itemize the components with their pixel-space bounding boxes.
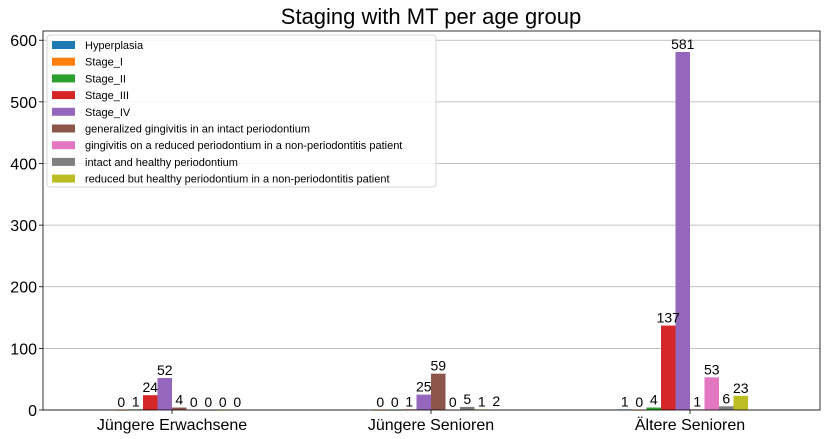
legend-label: Stage_III <box>85 90 129 102</box>
y-tick-label: 200 <box>10 280 37 297</box>
bar <box>646 407 661 410</box>
bar-label: 23 <box>733 380 749 396</box>
legend-label: Stage_II <box>85 73 126 85</box>
legend-label: Stage_IV <box>85 107 131 119</box>
legend-label: gingivitis on a reduced periodontium in … <box>85 140 402 152</box>
bar-label: 4 <box>650 392 658 408</box>
legend-swatch <box>52 157 75 166</box>
legend-swatch <box>52 57 75 66</box>
bar <box>704 377 719 410</box>
x-tick-label: Ältere Senioren <box>635 416 745 434</box>
legend-label: Stage_I <box>85 57 123 69</box>
bar-label: 25 <box>416 379 432 395</box>
bar <box>143 395 158 410</box>
bar-label: 52 <box>157 362 173 378</box>
chart-title: Staging with MT per age group <box>281 4 581 29</box>
bar-label: 1 <box>621 393 629 409</box>
y-tick-label: 500 <box>10 95 37 112</box>
legend-swatch <box>52 141 75 150</box>
legend-swatch <box>52 107 75 116</box>
bar-label: 6 <box>722 390 730 406</box>
bar <box>719 406 734 410</box>
x-axis: Jüngere Erwachsene Jüngere Senioren Ältere… <box>97 410 745 434</box>
bar-label: 4 <box>175 392 183 408</box>
y-tick-label: 100 <box>10 341 37 358</box>
legend-swatch <box>52 41 75 49</box>
bar-label: 1 <box>478 393 486 409</box>
bar-label: 0 <box>204 394 212 410</box>
bar-label: 0 <box>219 394 227 410</box>
x-tick-label: Jüngere Senioren <box>368 417 494 434</box>
bar-label: 0 <box>376 394 384 410</box>
legend-swatch <box>52 91 75 100</box>
bar-label: 0 <box>635 394 643 410</box>
bar-label: 53 <box>704 361 720 377</box>
legend-swatch <box>52 124 75 133</box>
legend: Hyperplasia Stage_I Stage_II Stage_III Stage… <box>46 34 437 188</box>
bar-label: 0 <box>117 394 125 410</box>
bar-label: 1 <box>405 393 413 409</box>
x-tick-label: Jüngere Erwachsene <box>97 417 247 434</box>
bar-label: 24 <box>142 379 158 395</box>
y-axis: 0 100 200 300 400 500 600 <box>10 33 43 420</box>
legend-label: reduced but healthy periodontium in a no… <box>85 174 390 186</box>
bar-label: 1 <box>132 393 140 409</box>
bar-label: 0 <box>190 394 198 410</box>
bar-label: 581 <box>671 36 695 52</box>
legend-swatch <box>52 74 75 83</box>
bar-label: 1 <box>693 393 701 409</box>
bar <box>431 373 446 410</box>
bar <box>460 406 475 410</box>
bar <box>416 394 431 410</box>
legend-label: Hyperplasia <box>85 40 144 52</box>
y-tick-label: 300 <box>10 218 37 235</box>
y-tick-label: 400 <box>10 156 37 173</box>
bar-label: 137 <box>657 310 681 326</box>
bar-label: 2 <box>492 393 500 409</box>
bar <box>675 51 690 410</box>
bar <box>157 377 172 410</box>
plot-frame <box>42 30 821 411</box>
bar <box>172 407 187 410</box>
y-tick-label: 600 <box>10 33 37 50</box>
bar <box>661 325 676 410</box>
y-tick-label: 0 <box>28 403 37 420</box>
legend-label: intact and healthy periodontium <box>85 157 238 169</box>
bar-label: 5 <box>463 391 471 407</box>
bar-label: 0 <box>449 394 457 410</box>
bar-label: 0 <box>391 394 399 410</box>
legend-box <box>46 34 437 188</box>
legend-label: generalized gingivitis in an intact peri… <box>85 124 310 136</box>
bar-label: 0 <box>233 394 241 410</box>
bar <box>733 395 748 410</box>
bar-label: 59 <box>430 358 446 374</box>
legend-swatch <box>52 174 75 183</box>
